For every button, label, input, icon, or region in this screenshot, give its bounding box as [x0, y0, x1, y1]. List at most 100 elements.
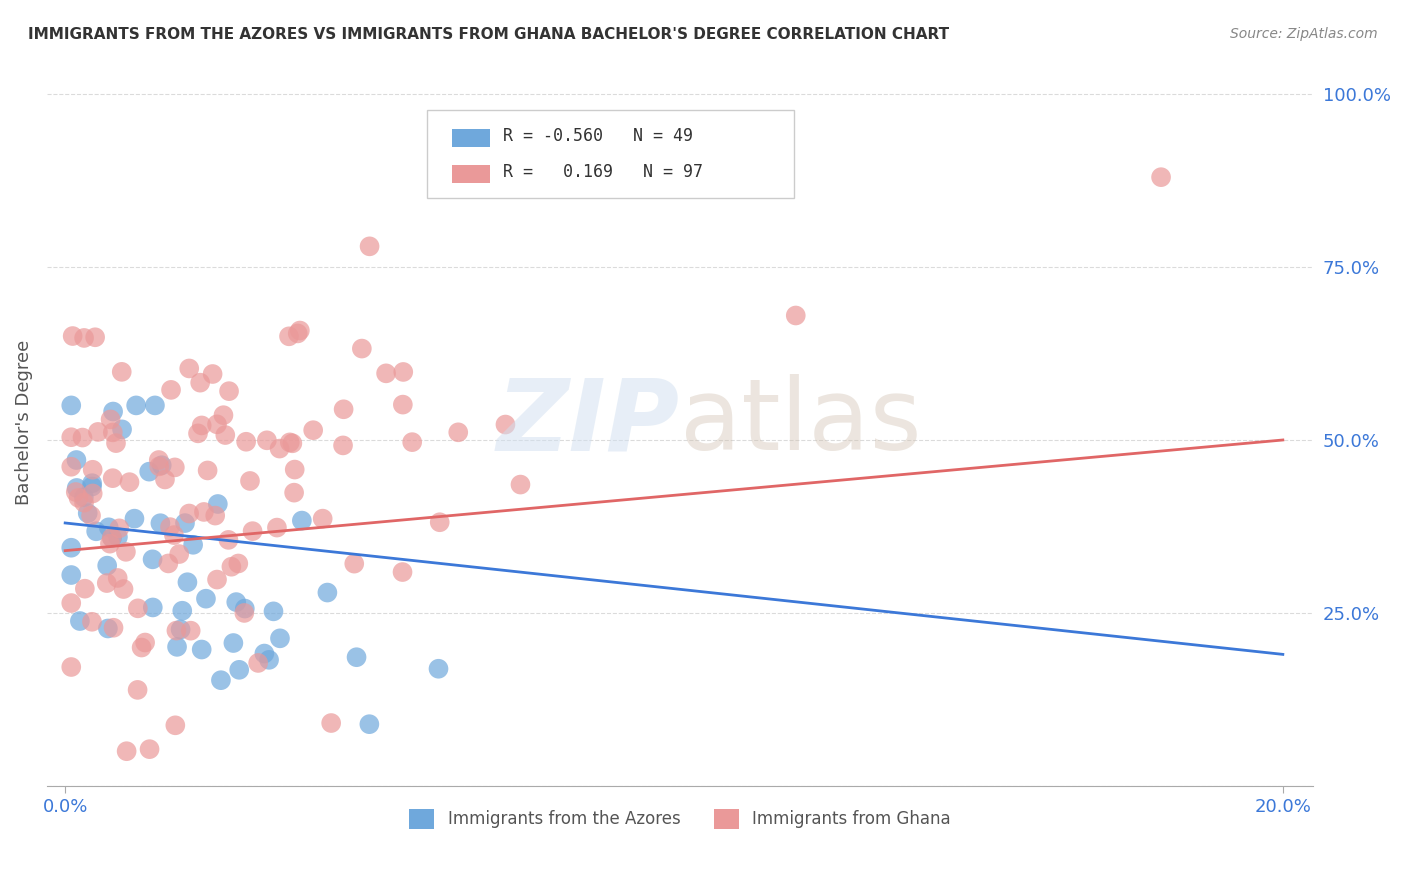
Point: [131, 640, 153, 655]
Point: [82, 486, 104, 500]
Point: [239, 474, 262, 488]
Point: [346, 650, 368, 665]
Point: [107, 530, 129, 544]
Point: [66, 481, 89, 495]
Point: [111, 365, 134, 379]
Point: [60, 660, 83, 674]
Point: [148, 453, 170, 467]
Point: [179, 361, 201, 376]
Point: [172, 604, 194, 618]
Text: IMMIGRANTS FROM THE AZORES VS IMMIGRANTS FROM GHANA BACHELOR'S DEGREE CORRELATIO: IMMIGRANTS FROM THE AZORES VS IMMIGRANTS…: [28, 27, 949, 42]
Bar: [453, 165, 491, 183]
Point: [181, 538, 204, 552]
Point: [100, 531, 122, 545]
Point: [429, 515, 451, 529]
Point: [180, 624, 202, 638]
Point: [188, 376, 211, 390]
Legend: Immigrants from the Azores, Immigrants from Ghana: Immigrants from the Azores, Immigrants f…: [402, 802, 957, 836]
Bar: [453, 128, 491, 147]
Text: Source: ZipAtlas.com: Source: ZipAtlas.com: [1230, 27, 1378, 41]
Point: [107, 571, 129, 585]
Point: [125, 398, 148, 412]
Point: [350, 342, 373, 356]
Point: [281, 436, 304, 450]
Point: [60, 541, 83, 555]
Point: [112, 582, 135, 596]
Text: ZIP: ZIP: [498, 374, 681, 471]
Point: [82, 476, 104, 491]
Point: [98, 536, 121, 550]
Point: [138, 742, 160, 756]
Point: [235, 434, 257, 449]
Point: [287, 326, 309, 341]
Point: [253, 647, 276, 661]
Point: [73, 331, 96, 345]
Point: [165, 624, 187, 638]
Point: [190, 418, 212, 433]
Point: [101, 531, 124, 545]
Point: [332, 402, 354, 417]
Point: [65, 453, 87, 467]
Point: [67, 491, 90, 505]
Point: [142, 600, 165, 615]
Point: [153, 473, 176, 487]
Point: [201, 367, 224, 381]
Point: [179, 507, 201, 521]
Point: [163, 460, 186, 475]
FancyBboxPatch shape: [427, 111, 794, 197]
Point: [115, 744, 138, 758]
Point: [392, 365, 415, 379]
Point: [69, 614, 91, 628]
Point: [221, 559, 243, 574]
Point: [278, 329, 301, 343]
Point: [205, 573, 228, 587]
Point: [375, 367, 398, 381]
Point: [96, 576, 118, 591]
Point: [62, 329, 84, 343]
Point: [142, 552, 165, 566]
Point: [302, 423, 325, 437]
Point: [207, 497, 229, 511]
Point: [401, 435, 423, 450]
Point: [233, 606, 256, 620]
Point: [174, 516, 197, 530]
Point: [165, 718, 187, 732]
Point: [316, 585, 339, 599]
Point: [138, 465, 160, 479]
Point: [343, 557, 366, 571]
Point: [157, 557, 180, 571]
Point: [247, 656, 270, 670]
Point: [228, 663, 250, 677]
Point: [288, 324, 311, 338]
Point: [80, 615, 103, 629]
Point: [785, 309, 807, 323]
Point: [72, 431, 94, 445]
Point: [60, 596, 83, 610]
Point: [218, 384, 240, 399]
Point: [278, 435, 301, 450]
Point: [108, 521, 131, 535]
Point: [101, 425, 124, 440]
Point: [124, 511, 146, 525]
Point: [209, 673, 232, 688]
Point: [127, 682, 149, 697]
Point: [222, 636, 245, 650]
Point: [233, 601, 256, 615]
Point: [214, 428, 236, 442]
Point: [105, 436, 128, 450]
Point: [150, 458, 173, 473]
Point: [84, 524, 107, 539]
Point: [65, 485, 87, 500]
Point: [166, 640, 188, 654]
Point: [73, 496, 96, 510]
Point: [82, 463, 104, 477]
Point: [194, 591, 217, 606]
Point: [269, 632, 291, 646]
Point: [391, 565, 413, 579]
Point: [225, 595, 247, 609]
Point: [242, 524, 264, 538]
Text: R =   0.169   N = 97: R = 0.169 N = 97: [503, 163, 703, 181]
Point: [205, 417, 228, 432]
Point: [427, 662, 450, 676]
Point: [176, 575, 198, 590]
